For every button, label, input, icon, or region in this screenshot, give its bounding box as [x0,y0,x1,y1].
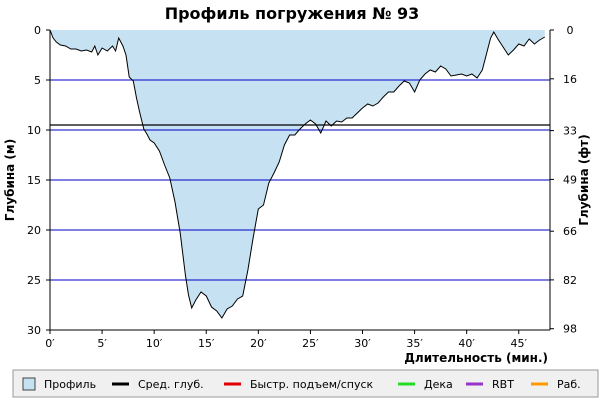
legend-label: Сред. глуб. [138,378,204,391]
x-tick-label: 20′ [250,337,267,350]
x-axis-label: Длительность (мин.) [404,351,548,365]
legend-label: Раб. [557,378,581,391]
y-tick-label-left: 20 [27,224,41,237]
y-axis-label-right: Глубина (фт) [577,134,591,225]
y-tick-label-right: 82 [563,274,577,287]
y-tick-label-right: 49 [563,173,577,186]
legend-label: Профиль [44,378,96,391]
y-tick-label-left: 0 [34,24,41,37]
profile-line [49,29,546,319]
y-axis-label-left: Глубина (м) [3,139,17,221]
y-tick-label-right: 33 [563,125,577,138]
legend-swatch-profile [22,377,36,391]
y-tick-label-left: 25 [27,274,41,287]
x-tick-label: 15′ [198,337,215,350]
y-tick-label-left: 10 [27,124,41,137]
legend-box [12,369,599,398]
legend: Профиль Сред. глуб. Быстр. подъем/спуск Дек… [12,369,599,398]
x-tick-label: 5′ [97,337,107,350]
y-tick-label-right: 16 [563,73,577,86]
y-tick-label-left: 5 [34,74,41,87]
y-tick-label-left: 15 [27,174,41,187]
x-tick-label: 0′ [45,337,55,350]
x-tick-label: 40′ [458,337,475,350]
y-tick-label-right: 66 [563,225,577,238]
x-tick-label: 10′ [146,337,163,350]
x-tick-label: 30′ [354,337,371,350]
legend-label: RBT [492,378,514,391]
legend-label: Быстр. подъем/спуск [250,378,374,391]
y-tick-label-right: 98 [563,323,577,336]
profile-area [50,30,545,318]
y-tick-label-right: 0 [567,24,574,37]
y-tick-label-left: 30 [27,324,41,337]
legend-label: Дека [424,378,453,391]
x-tick-label: 45′ [511,337,528,350]
plot-area: 0′ 5′ 10′ 15′ 20′ 25′ 30′ 35′ 40′ 45′ 0 5 10 15 20 25 30… [27,24,577,350]
chart-title: Профиль погружения № 93 [165,4,420,23]
x-tick-label: 35′ [406,337,423,350]
x-tick-label: 25′ [302,337,319,350]
